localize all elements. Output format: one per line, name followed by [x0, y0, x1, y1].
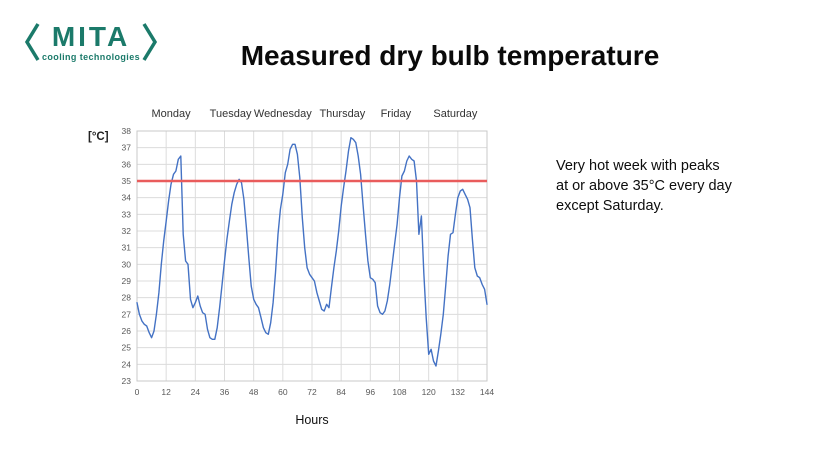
y-tick-label: 34 — [122, 193, 132, 203]
note-line: except Saturday. — [556, 198, 664, 214]
day-label-friday: Friday — [380, 108, 412, 120]
note-line: at or above 35°C every day — [556, 178, 732, 194]
y-tick-label: 38 — [122, 126, 132, 136]
day-label-wednesday: Wednesday — [253, 108, 312, 120]
y-axis-unit-label: [°C] — [88, 131, 109, 143]
x-tick-label: 120 — [422, 387, 436, 397]
y-tick-label: 33 — [122, 209, 132, 219]
temperature-line — [136, 136, 488, 367]
temperature-chart: Monday Tuesday Wednesday Thursday Friday Satu… — [84, 102, 496, 432]
y-tick-label: 27 — [122, 309, 132, 319]
y-tick-label: 28 — [122, 293, 132, 303]
x-tick-label: 0 — [135, 387, 140, 397]
day-labels: Monday Tuesday Wednesday Thursday Friday Satu… — [84, 108, 494, 124]
day-label-saturday: Saturday — [433, 108, 478, 120]
mita-logo: MITA cooling technologies — [24, 20, 158, 64]
day-label-tuesday: Tuesday — [209, 108, 252, 120]
y-tick-label: 25 — [122, 343, 132, 353]
y-tick-label: 35 — [122, 176, 132, 186]
y-tick-label: 29 — [122, 276, 132, 286]
y-tick-label: 26 — [122, 326, 132, 336]
logo-text: MITA cooling technologies — [42, 20, 141, 62]
y-tick-label: 36 — [122, 159, 132, 169]
page-title: Measured dry bulb temperature — [240, 40, 660, 71]
note-line: Very hot week with peaks — [556, 158, 720, 174]
x-tick-label: 132 — [451, 387, 465, 397]
y-tick-label: 30 — [122, 259, 132, 269]
x-tick-label: 84 — [336, 387, 346, 397]
x-tick-label: 96 — [366, 387, 376, 397]
logo-tagline: cooling technologies — [42, 51, 141, 62]
x-tick-label: 36 — [220, 387, 230, 397]
y-tick-label: 23 — [122, 376, 132, 386]
x-tick-label: 144 — [480, 387, 494, 397]
x-tick-label: 48 — [249, 387, 259, 397]
x-tick-label: 60 — [278, 387, 288, 397]
logo-brand: MITA — [51, 20, 131, 52]
y-tick-label: 32 — [122, 226, 132, 236]
note-text: Very hot week with peaks at or above 35°… — [556, 156, 761, 216]
x-tick-label: 72 — [307, 387, 317, 397]
plot-border — [136, 130, 488, 382]
x-axis-title: Hours — [295, 413, 329, 427]
x-tick-label: 24 — [191, 387, 201, 397]
y-tick-label: 37 — [122, 143, 132, 153]
day-label-thursday: Thursday — [319, 108, 366, 120]
y-tick-label: 31 — [122, 243, 132, 253]
x-tick-label: 108 — [392, 387, 406, 397]
chart-svg: 23 24 25 26 27 28 29 30 31 32 33 34 35 36 37 38 0 12 24 36 4… — [88, 126, 494, 397]
left-angle-bracket-icon — [24, 23, 40, 61]
day-label-monday: Monday — [151, 108, 191, 120]
x-tick-label: 12 — [161, 387, 171, 397]
y-tick-label: 24 — [122, 359, 132, 369]
right-angle-bracket-icon — [142, 23, 158, 61]
